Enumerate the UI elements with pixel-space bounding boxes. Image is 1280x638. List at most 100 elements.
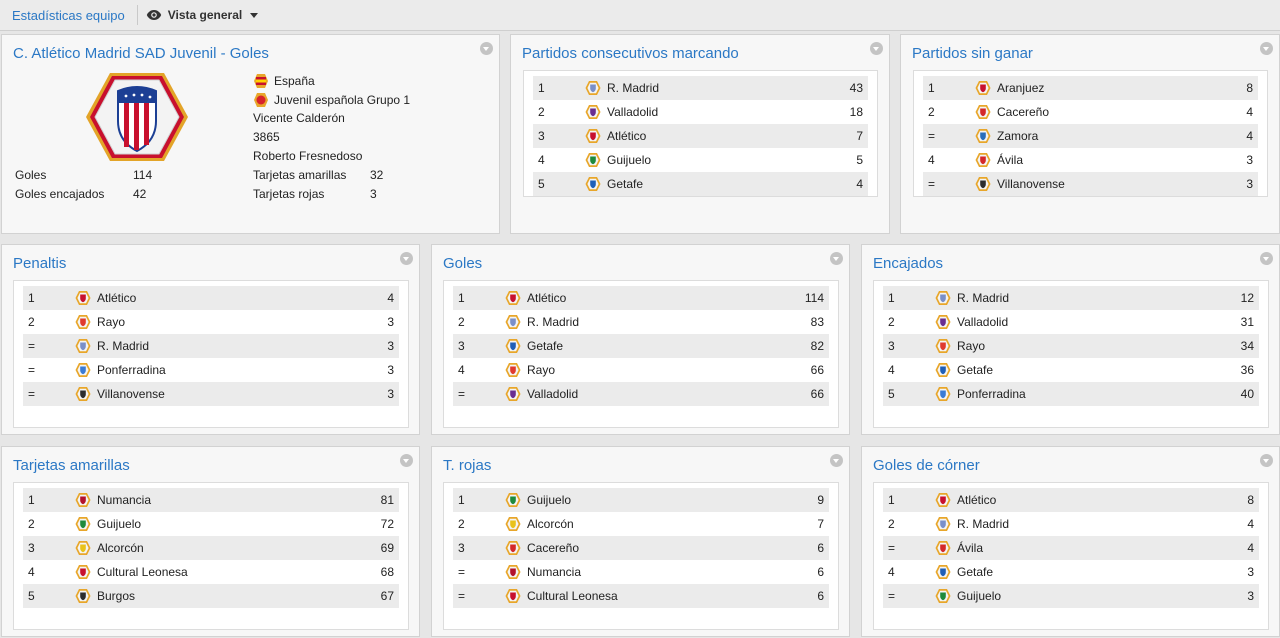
team-name[interactable]: Zamora xyxy=(997,129,1039,143)
panel-menu-button[interactable] xyxy=(400,454,413,467)
table-row[interactable]: 2 Valladolid 18 xyxy=(533,100,868,124)
team-name[interactable]: Atlético xyxy=(527,291,567,305)
table-row[interactable]: 4 Cultural Leonesa 68 xyxy=(23,560,399,584)
table-row[interactable]: 2 Cacereño 4 xyxy=(923,100,1258,124)
table-row[interactable]: = Villanovense 3 xyxy=(23,382,399,406)
team-name[interactable]: Ávila xyxy=(957,541,984,555)
table-row[interactable]: = Valladolid 66 xyxy=(453,382,829,406)
team-name[interactable]: R. Madrid xyxy=(957,517,1010,531)
table-row[interactable]: 1 Atlético 4 xyxy=(23,286,399,310)
team-name[interactable]: Ávila xyxy=(997,153,1024,167)
table-row[interactable]: 4 Getafe 3 xyxy=(883,560,1259,584)
table-row[interactable]: = Villanovense 3 xyxy=(923,172,1258,196)
table-row[interactable]: 1 Atlético 8 xyxy=(883,488,1259,512)
panel-menu-button[interactable] xyxy=(1260,454,1273,467)
team-name[interactable]: Burgos xyxy=(97,589,136,603)
team-name[interactable]: R. Madrid xyxy=(527,315,580,329)
team-name[interactable]: Getafe xyxy=(607,177,644,191)
table-row[interactable]: 2 Valladolid 31 xyxy=(883,310,1259,334)
stat-value: 3 xyxy=(1247,589,1254,603)
table-row[interactable]: 2 R. Madrid 83 xyxy=(453,310,829,334)
team-name[interactable]: Ponferradina xyxy=(97,363,166,377)
team-name[interactable]: Ponferradina xyxy=(957,387,1026,401)
team-name[interactable]: Atlético xyxy=(97,291,137,305)
team-name[interactable]: Alcorcón xyxy=(527,517,574,531)
team-name[interactable]: Cultural Leonesa xyxy=(527,589,618,603)
table-row[interactable]: = R. Madrid 3 xyxy=(23,334,399,358)
table-row[interactable]: 2 Rayo 3 xyxy=(23,310,399,334)
table-row[interactable]: 4 Guijuelo 5 xyxy=(533,148,868,172)
breadcrumb-team-stats[interactable]: Estadísticas equipo xyxy=(12,7,125,23)
table-row[interactable]: = Ávila 4 xyxy=(883,536,1259,560)
stat-value: 4 xyxy=(1246,105,1253,119)
panel-menu-button[interactable] xyxy=(870,42,883,55)
panel-menu-button[interactable] xyxy=(1260,42,1273,55)
panel-menu-button[interactable] xyxy=(830,454,843,467)
panel-menu-button[interactable] xyxy=(480,42,493,55)
club-competition[interactable]: Juvenil española Grupo 1 xyxy=(253,92,410,108)
team-name[interactable]: Cacereño xyxy=(527,541,580,555)
team-name[interactable]: R. Madrid xyxy=(607,81,660,95)
team-name[interactable]: Atlético xyxy=(957,493,997,507)
team-name[interactable]: Valladolid xyxy=(527,387,579,401)
rank-cell: 5 xyxy=(888,387,895,401)
team-name[interactable]: R. Madrid xyxy=(97,339,150,353)
team-name[interactable]: Aranjuez xyxy=(997,81,1045,95)
team-name[interactable]: Numancia xyxy=(527,565,582,579)
view-selector[interactable]: Vista general xyxy=(138,8,268,22)
table-row[interactable]: 2 Alcorcón 7 xyxy=(453,512,829,536)
team-name[interactable]: Guijuelo xyxy=(957,589,1002,603)
table-row[interactable]: 3 Atlético 7 xyxy=(533,124,868,148)
table-row[interactable]: 3 Cacereño 6 xyxy=(453,536,829,560)
table-row[interactable]: 4 Rayo 66 xyxy=(453,358,829,382)
table-row[interactable]: 5 Ponferradina 40 xyxy=(883,382,1259,406)
table-row[interactable]: = Zamora 4 xyxy=(923,124,1258,148)
team-name[interactable]: Guijuelo xyxy=(97,517,142,531)
table-row[interactable]: 1 Guijuelo 9 xyxy=(453,488,829,512)
table-row[interactable]: 1 Aranjuez 8 xyxy=(923,76,1258,100)
table-row[interactable]: 5 Getafe 4 xyxy=(533,172,868,196)
team-name[interactable]: Atlético xyxy=(607,129,647,143)
team-name[interactable]: Valladolid xyxy=(957,315,1009,329)
team-name[interactable]: Valladolid xyxy=(607,105,659,119)
table-row[interactable]: = Ponferradina 3 xyxy=(23,358,399,382)
table-row[interactable]: 1 R. Madrid 43 xyxy=(533,76,868,100)
panel-menu-button[interactable] xyxy=(830,252,843,265)
stat-value: 36 xyxy=(1240,363,1254,377)
table-row[interactable]: 3 Getafe 82 xyxy=(453,334,829,358)
team-name[interactable]: R. Madrid xyxy=(957,291,1010,305)
team-name[interactable]: Rayo xyxy=(957,339,986,353)
table-row[interactable]: 2 R. Madrid 4 xyxy=(883,512,1259,536)
table-row[interactable]: 5 Burgos 67 xyxy=(23,584,399,608)
team-name[interactable]: Villanovense xyxy=(97,387,165,401)
team-name[interactable]: Cultural Leonesa xyxy=(97,565,188,579)
table-row[interactable]: 3 Rayo 34 xyxy=(883,334,1259,358)
team-name[interactable]: Alcorcón xyxy=(97,541,144,555)
table-row[interactable]: 1 Numancia 81 xyxy=(23,488,399,512)
table-row[interactable]: = Numancia 6 xyxy=(453,560,829,584)
team-name[interactable]: Rayo xyxy=(527,363,556,377)
table-row[interactable]: 2 Guijuelo 72 xyxy=(23,512,399,536)
table-row[interactable]: 4 Getafe 36 xyxy=(883,358,1259,382)
stat-value: 43 xyxy=(849,81,863,95)
club-country[interactable]: España xyxy=(253,73,315,89)
table-row[interactable]: 1 R. Madrid 12 xyxy=(883,286,1259,310)
team-name[interactable]: Getafe xyxy=(957,565,994,579)
table-row[interactable]: = Guijuelo 3 xyxy=(883,584,1259,608)
panel-menu-button[interactable] xyxy=(400,252,413,265)
panel-menu-button[interactable] xyxy=(1260,252,1273,265)
team-name[interactable]: Guijuelo xyxy=(607,153,652,167)
table-row[interactable]: 1 Atlético 114 xyxy=(453,286,829,310)
team-name[interactable]: Rayo xyxy=(97,315,126,329)
table-row[interactable]: 4 Ávila 3 xyxy=(923,148,1258,172)
team-name[interactable]: Getafe xyxy=(527,339,564,353)
team-name[interactable]: Villanovense xyxy=(997,177,1065,191)
team-name[interactable]: Getafe xyxy=(957,363,994,377)
team-name[interactable]: Guijuelo xyxy=(527,493,572,507)
table-row[interactable]: = Cultural Leonesa 6 xyxy=(453,584,829,608)
rank-cell: 4 xyxy=(888,565,895,579)
team-name[interactable]: Numancia xyxy=(97,493,152,507)
guijuelo-crest-icon xyxy=(75,517,91,531)
table-row[interactable]: 3 Alcorcón 69 xyxy=(23,536,399,560)
team-name[interactable]: Cacereño xyxy=(997,105,1050,119)
